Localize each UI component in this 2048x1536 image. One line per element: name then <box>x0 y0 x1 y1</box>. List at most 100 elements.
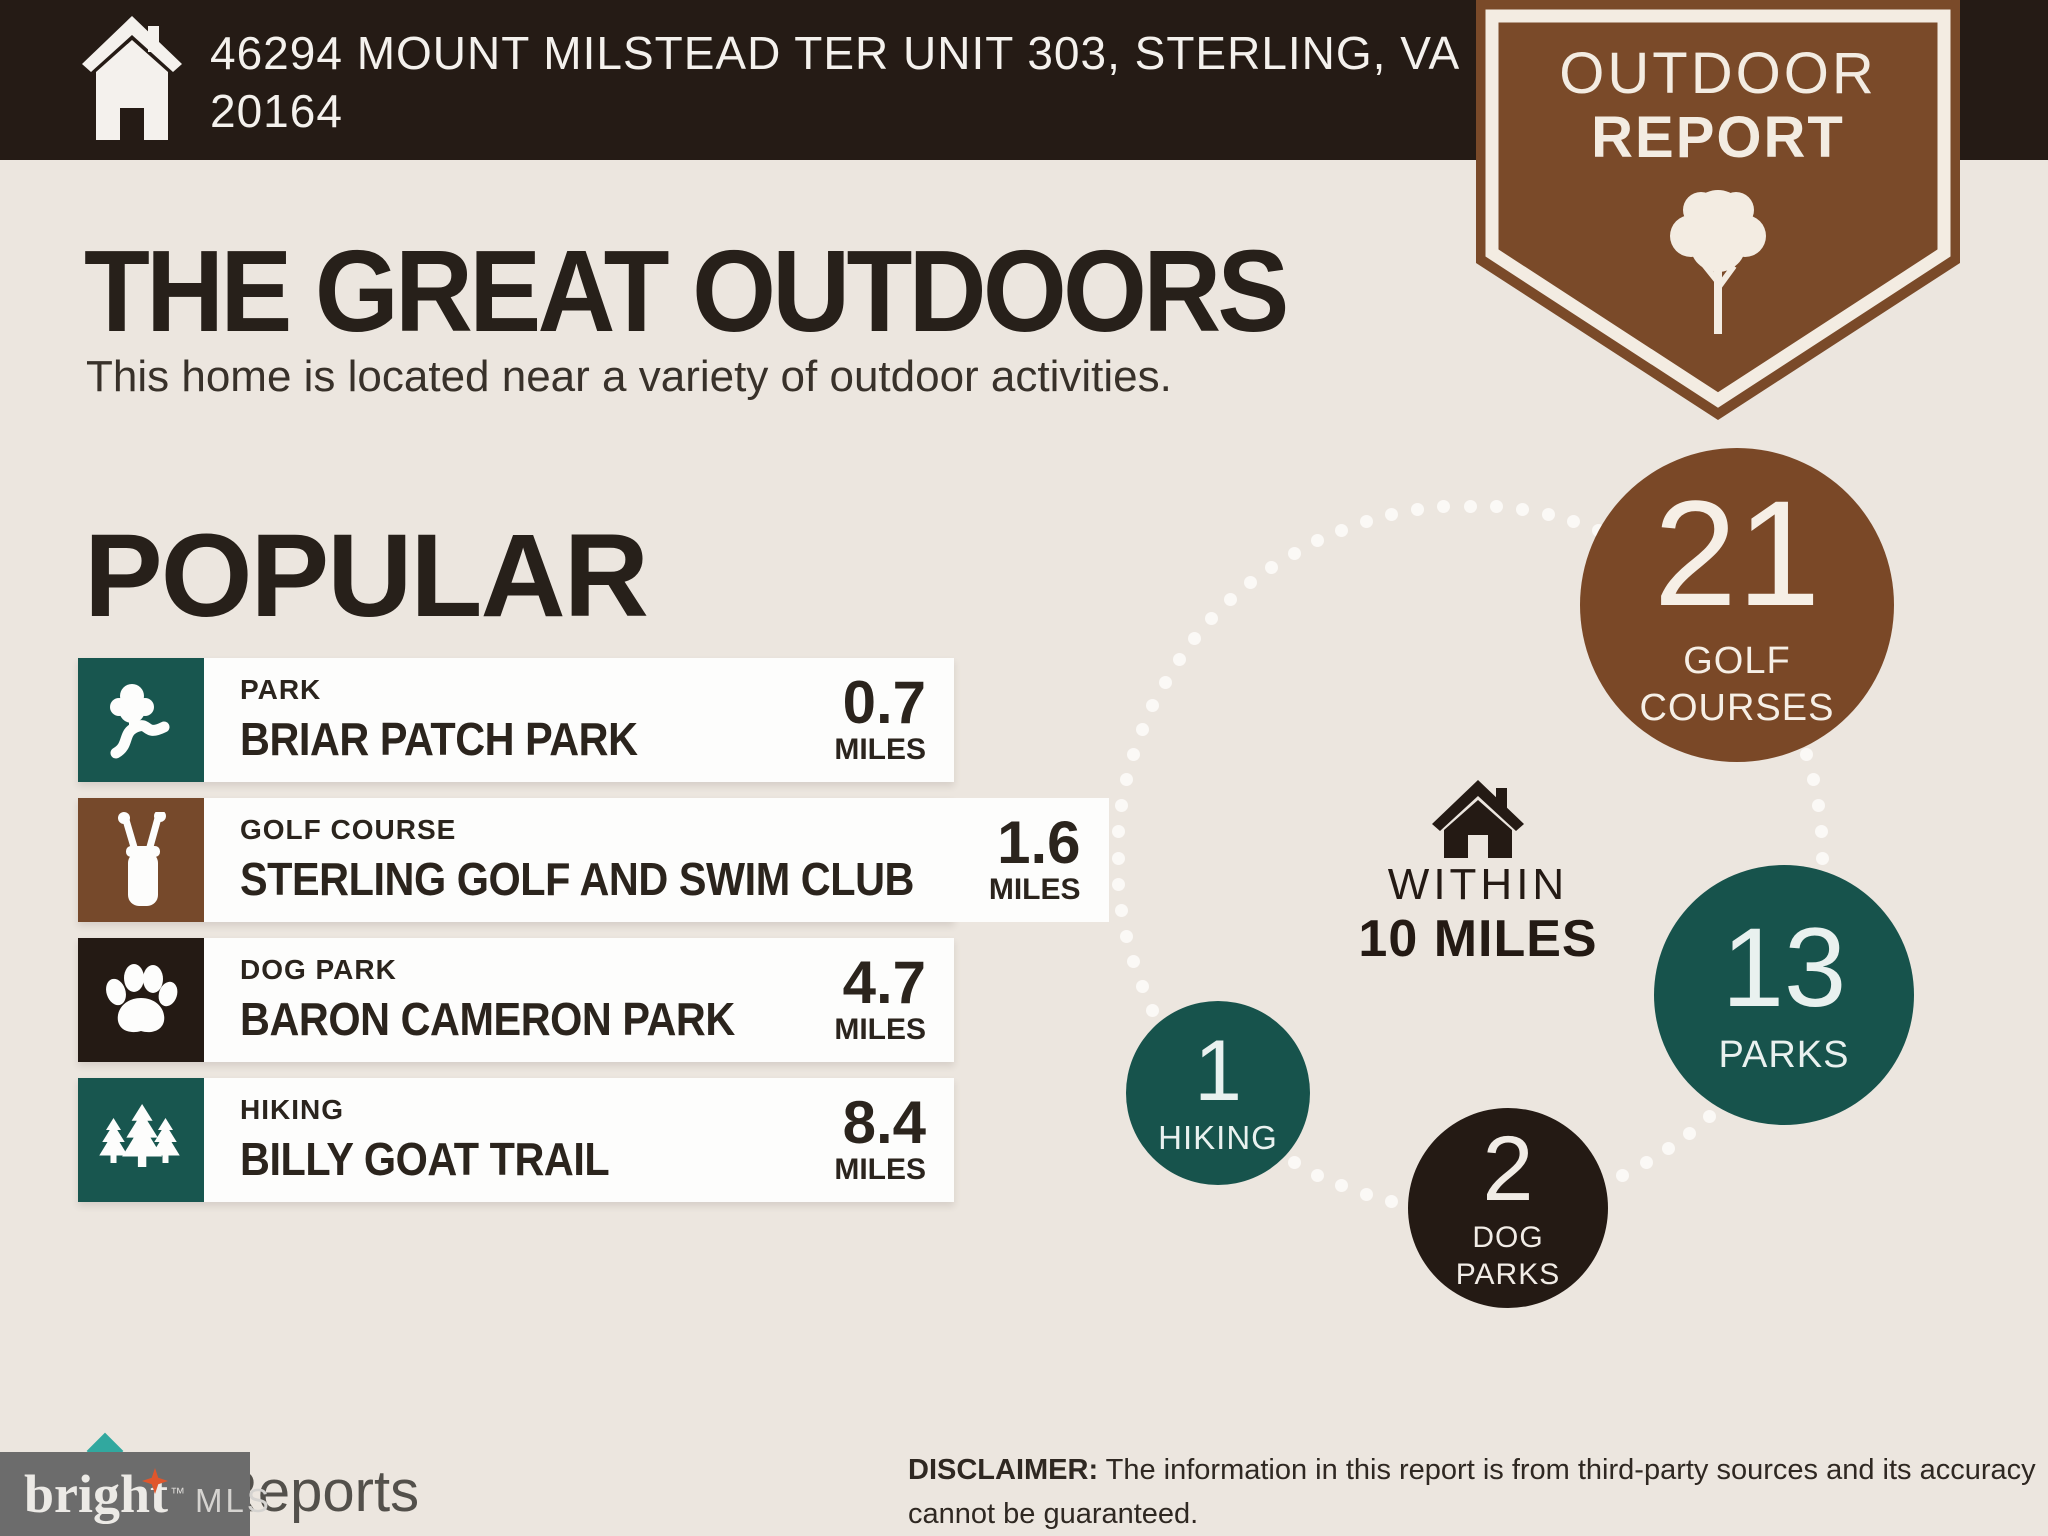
ring-dot <box>1120 773 1134 787</box>
ring-dot <box>1146 1004 1160 1018</box>
hiking-label: HIKING <box>1158 1119 1278 1156</box>
ring-dot <box>1188 632 1202 646</box>
ring-dot <box>1489 500 1503 514</box>
ring-dot <box>1541 508 1555 522</box>
parks-label: PARKS <box>1718 1034 1850 1076</box>
dog-parks-count: 2 <box>1482 1118 1534 1220</box>
list-item-golf-course: GOLF COURSE STERLING GOLF AND SWIM CLUB … <box>78 798 1109 922</box>
golf-bag-icon <box>78 798 204 922</box>
within-text: WITHIN <box>1387 860 1569 909</box>
ring-dot <box>1359 1187 1373 1201</box>
ring-dot <box>1115 903 1129 917</box>
ring-dot <box>1135 980 1149 994</box>
stat-bubble-parks: 13 PARKS <box>1654 865 1914 1125</box>
sparkle-star-icon <box>142 1468 168 1499</box>
bright-mls-logo: bright ™ MLS <box>0 1452 269 1536</box>
outdoor-report-ribbon: OUTDOOR REPORT <box>1476 0 1960 422</box>
ring-dot <box>1567 515 1581 529</box>
within-radius-label: WITHIN 10 MILES <box>1320 860 1636 968</box>
ring-dot <box>1310 1168 1324 1182</box>
dog-parks-label: DOG PARKS <box>1455 1221 1561 1291</box>
ribbon-title-line1: OUTDOOR <box>1559 41 1877 106</box>
ring-dot <box>1205 612 1219 626</box>
ring-dot <box>1639 1156 1653 1170</box>
ring-dot <box>1115 799 1129 813</box>
list-item-hiking: HIKING BILLY GOAT TRAIL 8.4 MILES <box>78 1078 954 1202</box>
ring-dot <box>1244 576 1258 590</box>
ring-dot <box>1172 653 1186 667</box>
page-subtitle: This home is located near a variety of o… <box>86 352 1172 401</box>
ring-dot <box>1702 1109 1716 1123</box>
item-category: PARK <box>240 674 322 705</box>
item-name: STERLING GOLF AND SWIM CLUB <box>240 853 914 905</box>
item-distance: 8.4 MILES <box>834 1089 926 1187</box>
ring-dot <box>1411 503 1425 517</box>
ring-dot <box>1463 499 1477 513</box>
tree-icon <box>1660 182 1776 339</box>
item-distance: 4.7 MILES <box>834 949 926 1047</box>
ring-dot <box>1127 955 1141 969</box>
ring-dot <box>1120 929 1134 943</box>
ring-dot <box>1265 560 1279 574</box>
item-category: HIKING <box>240 1094 344 1125</box>
property-address: 46294 MOUNT MILSTEAD TER UNIT 303, STERL… <box>210 27 1461 137</box>
golf-courses-count: 21 <box>1653 469 1821 637</box>
ring-dot <box>1616 1168 1630 1182</box>
paw-icon <box>78 938 204 1062</box>
ring-dot <box>1385 508 1399 522</box>
ring-dot <box>1814 825 1828 839</box>
item-distance: 1.6 MILES <box>988 809 1081 907</box>
ring-dot <box>1287 546 1301 560</box>
item-distance: 0.7 MILES <box>834 669 926 767</box>
ring-dot <box>1437 500 1451 514</box>
park-tree-path-icon <box>78 658 204 782</box>
item-category: DOG PARK <box>240 954 397 985</box>
stat-bubble-dog-parks: 2 DOG PARKS <box>1408 1108 1608 1308</box>
ring-dot <box>1359 515 1373 529</box>
ring-dot <box>1287 1156 1301 1170</box>
ring-dot <box>1224 593 1238 607</box>
ribbon-title-line2: REPORT <box>1591 105 1845 170</box>
ring-dot <box>1682 1126 1696 1140</box>
bright-wordmark: bright <box>24 1464 169 1524</box>
trademark-symbol: ™ <box>170 1485 186 1502</box>
parks-count: 13 <box>1721 905 1847 1030</box>
item-name: BILLY GOAT TRAIL <box>240 1133 610 1185</box>
ring-dot <box>1112 825 1126 839</box>
page-title: THE GREAT OUTDOORS <box>84 226 1289 356</box>
list-item-dog-park: DOG PARK BARON CAMERON PARK 4.7 MILES <box>78 938 954 1062</box>
pine-trees-icon <box>78 1078 204 1202</box>
ring-dot <box>1515 503 1529 517</box>
stat-bubble-golf-courses: 21 GOLF COURSES <box>1580 448 1894 762</box>
ring-dot <box>1799 747 1813 761</box>
item-name: BRIAR PATCH PARK <box>240 713 638 765</box>
disclaimer-text: DISCLAIMER: The information in this repo… <box>908 1454 2036 1530</box>
ring-dot <box>1334 1179 1348 1193</box>
item-category: GOLF COURSE <box>240 814 457 845</box>
ring-dot <box>1135 722 1149 736</box>
golf-courses-label: GOLF COURSES <box>1639 640 1835 729</box>
hiking-count: 1 <box>1194 1023 1242 1119</box>
ring-dot <box>1111 851 1125 865</box>
ring-dot <box>1661 1142 1675 1156</box>
item-name: BARON CAMERON PARK <box>240 993 735 1045</box>
ring-dot <box>1334 523 1348 537</box>
house-icon <box>1432 780 1524 863</box>
ring-dot <box>1310 534 1324 548</box>
ring-dot <box>1806 773 1820 787</box>
mls-wordmark: MLS <box>195 1482 272 1519</box>
ring-dot <box>1158 675 1172 689</box>
ring-dot <box>1385 1194 1399 1208</box>
ring-dot <box>1811 799 1825 813</box>
ring-dot <box>1112 877 1126 891</box>
list-item-park: PARK BRIAR PATCH PARK 0.7 MILES <box>78 658 954 782</box>
ring-dot <box>1815 851 1829 865</box>
ring-dot <box>1146 698 1160 712</box>
popular-heading: POPULAR <box>84 510 649 642</box>
home-icon <box>82 16 182 145</box>
stat-bubble-hiking: 1 HIKING <box>1126 1001 1310 1185</box>
popular-list: PARK BRIAR PATCH PARK 0.7 MILES <box>78 658 1109 1202</box>
ring-dot <box>1127 747 1141 761</box>
within-distance: 10 MILES <box>1358 910 1598 968</box>
